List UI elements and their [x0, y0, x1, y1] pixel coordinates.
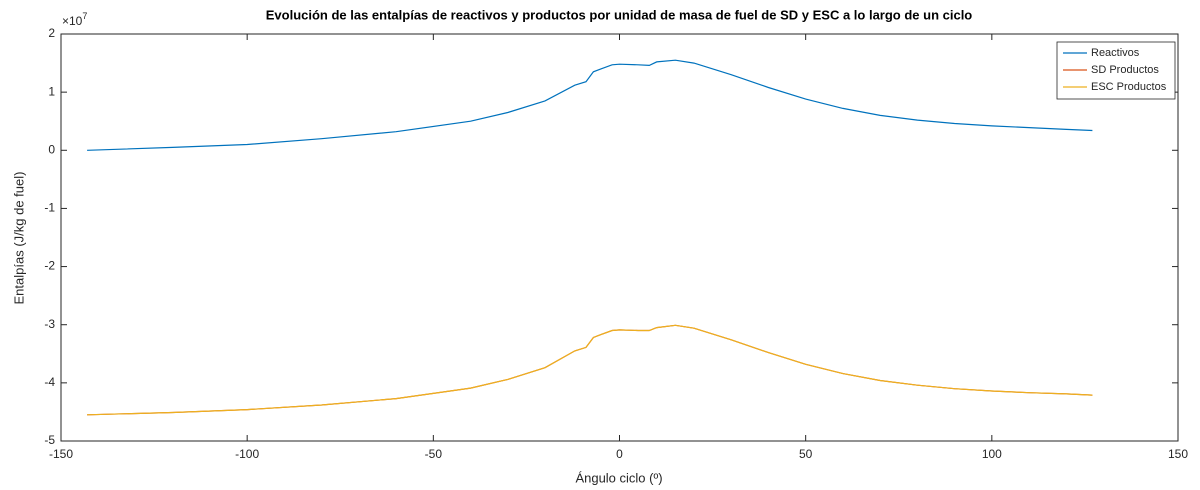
- y-tick-label: -1: [44, 201, 55, 215]
- x-tick-label: -150: [49, 447, 73, 461]
- y-exponent-power: 7: [82, 11, 87, 21]
- x-tick-label: -50: [425, 447, 443, 461]
- y-axis-label: Entalpías (J/kg de fuel): [11, 172, 26, 305]
- y-tick-label: 1: [48, 84, 55, 98]
- x-axis-label: Ángulo ciclo (º): [575, 470, 662, 485]
- legend-label: ESC Productos: [1091, 81, 1167, 93]
- x-tick-label: 50: [799, 447, 813, 461]
- y-tick-label: -5: [44, 433, 55, 447]
- x-tick-label: 0: [616, 447, 623, 461]
- y-tick-label: 2: [48, 26, 55, 40]
- y-tick-label: -3: [44, 317, 55, 331]
- y-exponent: ×107: [62, 11, 87, 28]
- line-series: [87, 324, 1093, 416]
- legend-label: SD Productos: [1091, 64, 1159, 76]
- legend: Reactivos SD Productos ESC Productos: [1056, 41, 1176, 100]
- x-tick-label: 100: [982, 447, 1002, 461]
- plot-area: [60, 33, 1179, 442]
- chart-title: Evolución de las entalpías de reactivos …: [266, 7, 973, 22]
- y-tick-label: 0: [48, 142, 55, 156]
- x-tick-label: -100: [235, 447, 259, 461]
- y-tick-label: -2: [44, 259, 55, 273]
- line-series: [87, 59, 1093, 151]
- legend-label: Reactivos: [1091, 47, 1140, 59]
- y-tick-label: -4: [44, 375, 55, 389]
- x-tick-label: 150: [1168, 447, 1188, 461]
- y-exponent-base: ×10: [62, 14, 83, 28]
